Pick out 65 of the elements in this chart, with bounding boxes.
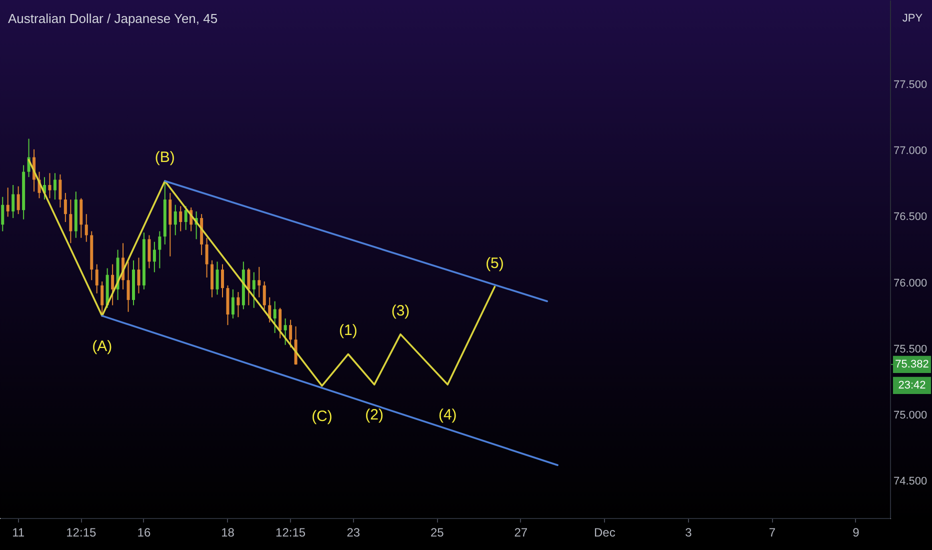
y-tick-label: 76.000 [894, 277, 928, 290]
annotation: (5) [486, 254, 504, 272]
x-tick-label: 18 [221, 526, 235, 540]
y-tick-label: 76.500 [894, 211, 928, 224]
text: Australian Dollar / Japanese Yen, 45 [8, 11, 218, 26]
candlestick [100, 280, 104, 316]
candlestick [158, 230, 162, 269]
x-tick-label: 7 [768, 526, 776, 540]
candlestick [48, 172, 52, 199]
candlestick [205, 237, 208, 278]
x-tick-label: 23 [346, 526, 360, 540]
y-tick-label: 75.500 [894, 343, 928, 356]
candlestick [284, 318, 287, 346]
x-tick-label: 16 [137, 526, 151, 540]
candlestick [179, 206, 182, 232]
annotation: (2) [365, 406, 384, 424]
candlestick [278, 307, 282, 339]
candlestick [258, 266, 261, 298]
candlestick [69, 199, 72, 244]
candlestick [64, 192, 67, 222]
annotation: (3) [391, 302, 410, 320]
candlestick [6, 187, 10, 218]
candlestick [53, 172, 56, 200]
candlestick [111, 264, 114, 306]
annotation: 75.382 [895, 358, 929, 370]
x-tick-label: 27 [514, 526, 528, 540]
candlestick [137, 257, 140, 294]
candlestick [58, 174, 62, 208]
x-tick-label: 12:15 [276, 526, 306, 540]
x-tick-label: 25 [430, 526, 444, 540]
x-tick-label: 9 [852, 526, 860, 540]
candlestick [16, 186, 20, 215]
y-tick-label: 77.000 [894, 145, 928, 158]
candlestick [148, 234, 151, 269]
candlestick [247, 268, 250, 306]
x-tick-label: 3 [685, 526, 692, 540]
annotation: (4) [438, 406, 457, 424]
y-tick-label: 75.000 [894, 409, 928, 422]
candlestick [1, 196, 4, 232]
annotation: (C) [312, 408, 332, 425]
candlestick [152, 241, 156, 273]
annotation: (B) [154, 149, 175, 166]
candlestick [273, 300, 276, 334]
annotation: (1) [338, 322, 358, 340]
candlestick [174, 204, 177, 236]
candlestick [262, 280, 266, 310]
annotation: (A) [92, 338, 112, 355]
candlestick [236, 292, 240, 318]
y-axis-title: JPY [902, 12, 924, 24]
candlestick [221, 264, 224, 298]
candlestick [231, 288, 234, 319]
x-tick-label: 11 [12, 526, 25, 540]
x-tick-label: 12:15 [66, 526, 96, 540]
candlestick [289, 319, 292, 348]
candlestick [126, 261, 130, 312]
candlestick [252, 272, 256, 308]
candlestick [184, 206, 188, 230]
text: 23:42 [898, 379, 926, 392]
candlestick [216, 261, 219, 296]
candlestick [12, 184, 15, 219]
y-tick-label: 77.500 [894, 79, 928, 92]
candlestick [95, 264, 98, 294]
candlestick [84, 214, 88, 242]
x-tick-label: Dec [594, 526, 616, 540]
y-tick-label: 74.500 [894, 476, 928, 488]
